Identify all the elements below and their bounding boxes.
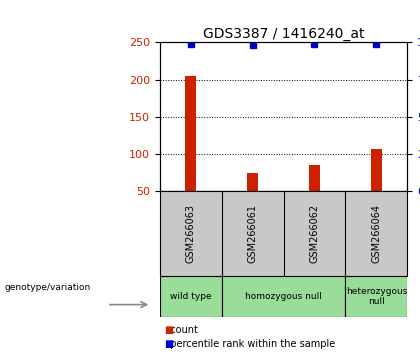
Bar <box>185 76 196 191</box>
Bar <box>371 149 382 191</box>
Text: ■: ■ <box>164 339 173 349</box>
Text: percentile rank within the sample: percentile rank within the sample <box>164 339 335 349</box>
Text: GSM266063: GSM266063 <box>186 204 196 263</box>
Text: wild type: wild type <box>170 292 211 301</box>
Title: GDS3387 / 1416240_at: GDS3387 / 1416240_at <box>203 28 364 41</box>
Text: heterozygous
null: heterozygous null <box>346 287 407 306</box>
Text: count: count <box>164 325 198 335</box>
Bar <box>160 276 222 317</box>
Text: genotype/variation: genotype/variation <box>4 283 90 292</box>
Text: GSM266064: GSM266064 <box>371 204 381 263</box>
Bar <box>309 165 320 191</box>
Text: ■: ■ <box>164 325 173 335</box>
Text: GSM266061: GSM266061 <box>247 204 257 263</box>
Bar <box>222 276 345 317</box>
Text: GSM266062: GSM266062 <box>310 204 320 263</box>
Bar <box>345 276 407 317</box>
Bar <box>247 173 258 191</box>
Text: homozygous null: homozygous null <box>245 292 322 301</box>
